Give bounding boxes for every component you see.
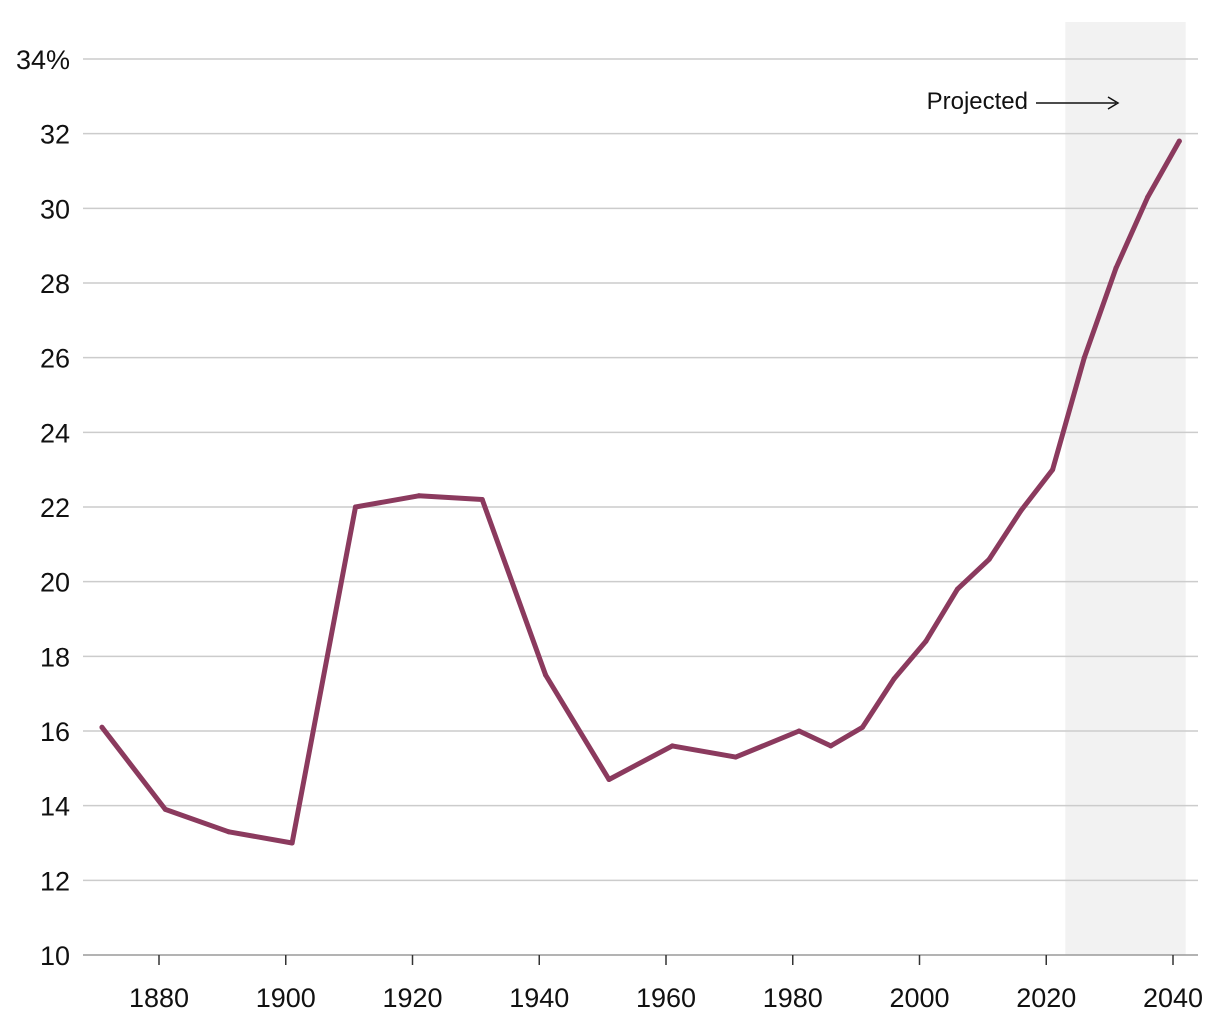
data-point: [1145, 194, 1151, 200]
data-point: [416, 493, 422, 499]
data-point: [1018, 508, 1024, 514]
y-tick-label: 28: [40, 269, 70, 299]
data-point: [99, 724, 105, 730]
data-point: [859, 724, 865, 730]
y-tick-label: 26: [40, 344, 70, 374]
data-point: [986, 556, 992, 562]
projected-shade: [1065, 22, 1186, 955]
data-point: [796, 728, 802, 734]
y-axis: 10 12 14 16 18 20 22 24 26 28 30 32 34%: [16, 45, 70, 971]
data-point: [1081, 355, 1087, 361]
data-point: [226, 829, 232, 835]
y-tick-label: 14: [40, 792, 70, 822]
data-point: [543, 672, 549, 678]
annotation: Projected: [927, 88, 1120, 115]
y-tick-label: 16: [40, 717, 70, 747]
data-point: [733, 754, 739, 760]
y-tick-label: 22: [40, 493, 70, 523]
data-point: [606, 777, 612, 783]
x-tick-label: 1940: [509, 983, 569, 1013]
y-tick-label: 18: [40, 642, 70, 672]
projected-arrowhead-icon: [1107, 96, 1120, 110]
data-point: [1050, 467, 1056, 473]
y-tick-label: 12: [40, 866, 70, 896]
data-point: [162, 806, 168, 812]
y-tick-label: 30: [40, 194, 70, 224]
x-tick-label: 1920: [382, 983, 442, 1013]
y-tick-label: 10: [40, 941, 70, 971]
x-tick-label: 2000: [889, 983, 949, 1013]
series: [99, 138, 1182, 846]
x-tick-label: 1880: [129, 983, 189, 1013]
y-tick-label: 20: [40, 568, 70, 598]
data-point: [923, 638, 929, 644]
projected-label: Projected: [927, 88, 1028, 115]
x-axis: 1880 1900 1920 1940 1960 1980 2000 2020 2040: [129, 955, 1203, 1013]
x-tick-label: 2040: [1143, 983, 1203, 1013]
series-line: [99, 138, 1182, 846]
data-point: [1113, 265, 1119, 271]
data-point: [955, 586, 961, 592]
y-tick-label: 24: [40, 418, 70, 448]
x-tick-label: 1960: [636, 983, 696, 1013]
data-point: [352, 504, 358, 510]
data-point: [289, 840, 295, 846]
data-point: [891, 676, 897, 682]
data-point: [479, 497, 485, 503]
x-tick-label: 1900: [256, 983, 316, 1013]
data-point: [828, 743, 834, 749]
x-tick-label: 1980: [763, 983, 823, 1013]
data-point: [669, 743, 675, 749]
x-tick-label: 2020: [1016, 983, 1076, 1013]
data-point: [1176, 138, 1182, 144]
projected-region: [1065, 22, 1186, 955]
gridlines: [83, 58, 1198, 956]
y-tick-label: 34%: [16, 45, 70, 75]
y-tick-label: 32: [40, 120, 70, 150]
